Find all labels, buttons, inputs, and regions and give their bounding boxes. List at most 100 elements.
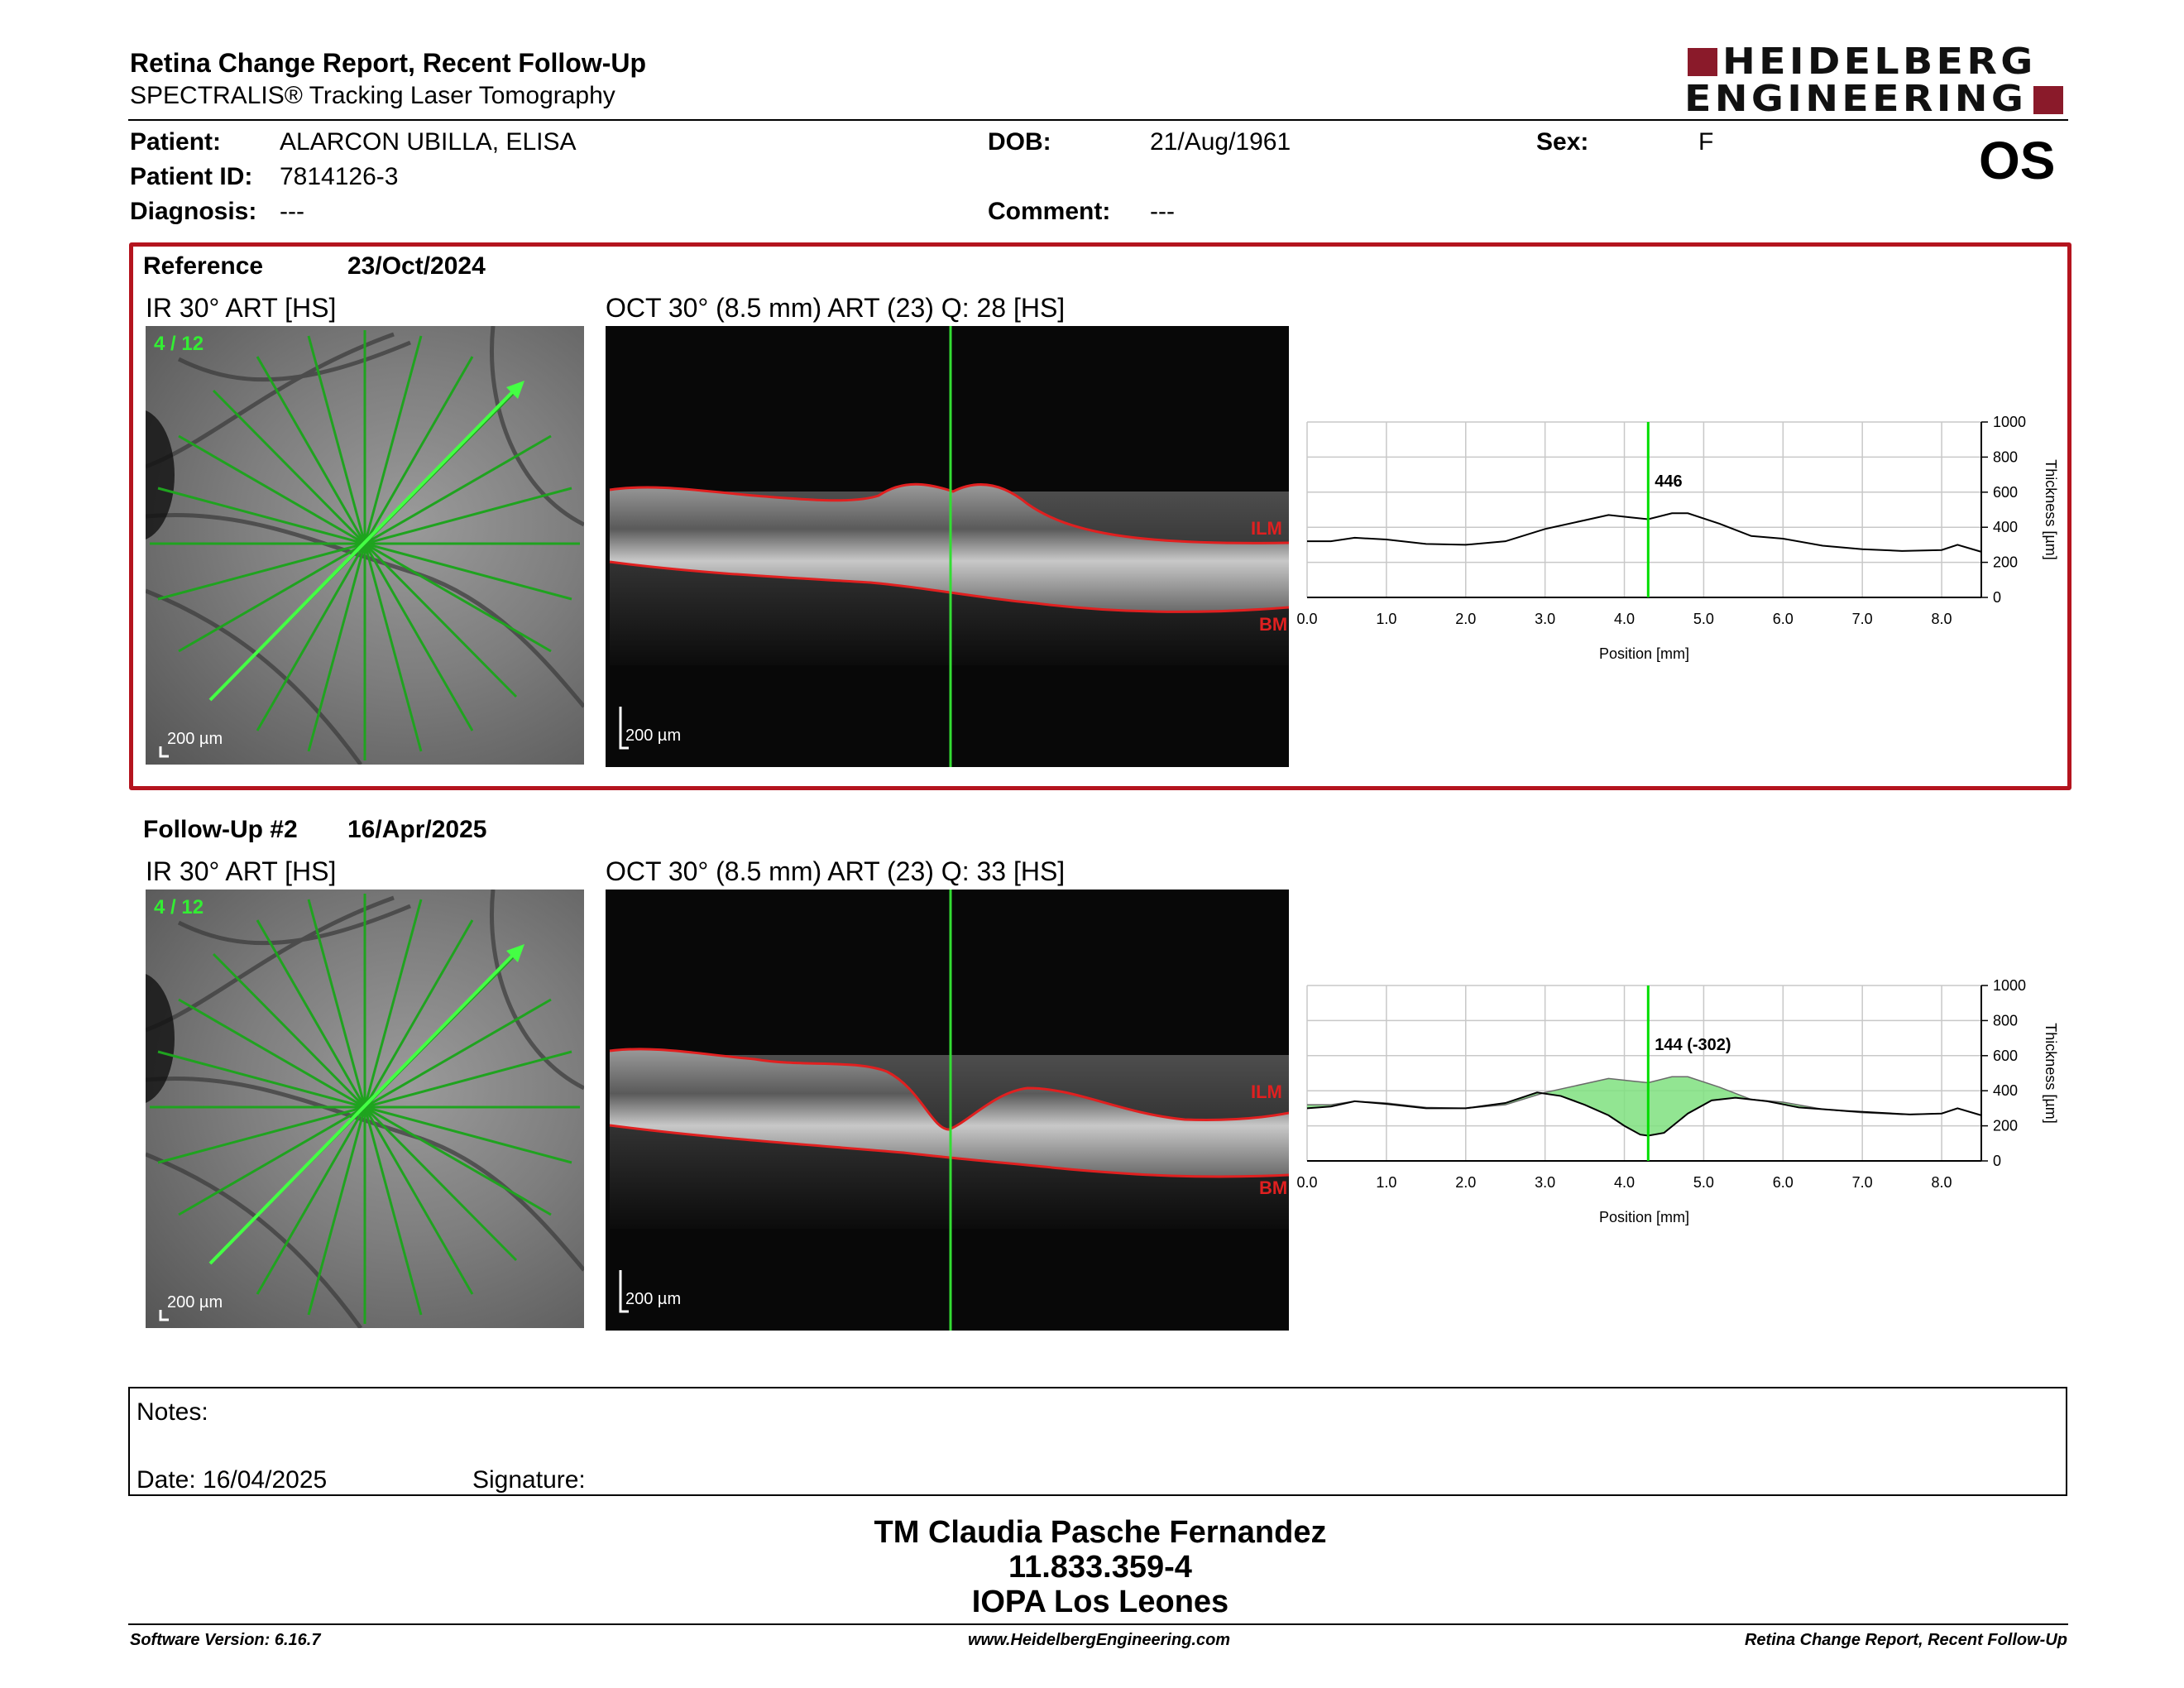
eye-label: OS — [1979, 131, 2056, 190]
y-tick-label: 600 — [1993, 484, 2018, 501]
diagnosis-value: --- — [280, 198, 304, 225]
report-subtitle: SPECTRALIS® Tracking Laser Tomography — [130, 82, 615, 109]
reference-box — [129, 242, 2071, 790]
active-scan-line — [208, 950, 518, 1265]
x-tick-label: 4.0 — [1614, 611, 1635, 627]
active-scan-line — [208, 386, 518, 702]
reference-oct-image[interactable]: ILM BM 200 µm — [606, 326, 1289, 767]
x-axis-label: Position [mm] — [1599, 645, 1689, 662]
y-tick-label: 600 — [1993, 1048, 2018, 1064]
x-tick-label: 8.0 — [1932, 1174, 1952, 1191]
signoff-place: IOPA Los Leones — [971, 1585, 1229, 1619]
ilm-label: ILM — [1251, 1081, 1282, 1102]
comment-value: --- — [1150, 198, 1175, 225]
logo-line1: HEIDELBERG — [1722, 41, 2037, 83]
followup-ir-title: IR 30° ART [HS] — [146, 856, 337, 886]
x-tick-label: 7.0 — [1852, 611, 1873, 627]
x-tick-label: 5.0 — [1693, 611, 1714, 627]
dob-label: DOB: — [988, 128, 1051, 156]
ilm-label: ILM — [1251, 518, 1282, 539]
x-tick-label: 5.0 — [1693, 1174, 1714, 1191]
scan-direction-arrow — [506, 944, 524, 962]
x-tick-label: 6.0 — [1773, 611, 1794, 627]
y-tick-label: 0 — [1993, 589, 2001, 606]
patient-id-value: 7814126-3 — [280, 163, 399, 190]
y-tick-label: 800 — [1993, 1012, 2018, 1029]
footer-divider — [128, 1623, 2068, 1625]
comment-label: Comment: — [988, 198, 1111, 225]
oct-scale-bar-label: 200 µm — [625, 1290, 682, 1308]
followup-date: 16/Apr/2025 — [347, 816, 487, 843]
thickness-change-area — [1307, 1077, 1981, 1136]
x-tick-label: 2.0 — [1455, 611, 1476, 627]
y-tick-label: 800 — [1993, 448, 2018, 465]
reference-ir-title: IR 30° ART [HS] — [146, 293, 337, 323]
signoff-name: TM Claudia Pasche Fernandez — [874, 1515, 1327, 1550]
followup-oct-title: OCT 30° (8.5 mm) ART (23) Q: 33 [HS] — [606, 856, 1066, 886]
x-tick-label: 4.0 — [1614, 1174, 1635, 1191]
y-tick-label: 200 — [1993, 1118, 2018, 1134]
logo-line2: ENGINEERING — [1684, 78, 2028, 120]
followup-thickness-line — [1306, 1091, 1982, 1137]
sex-value: F — [1698, 128, 1714, 156]
scan-index: 4 / 12 — [154, 333, 204, 355]
footer-website[interactable]: www.HeidelbergEngineering.com — [968, 1631, 1231, 1649]
footer-report-name: Retina Change Report, Recent Follow-Up — [1744, 1631, 2067, 1649]
followup-ir-image[interactable]: 4 / 12 200 µm — [146, 890, 584, 1328]
reference-label: Reference — [143, 252, 264, 280]
reference-ir-image[interactable]: 4 / 12 200 µm — [146, 326, 584, 765]
notes-date: Date: 16/04/2025 — [136, 1466, 328, 1494]
bm-label: BM — [1259, 614, 1288, 635]
x-tick-label: 8.0 — [1932, 611, 1952, 627]
reference-oct-title: OCT 30° (8.5 mm) ART (23) Q: 28 [HS] — [606, 293, 1066, 323]
bm-label: BM — [1259, 1177, 1288, 1198]
x-tick-label: 7.0 — [1852, 1174, 1873, 1191]
x-tick-label: 1.0 — [1376, 611, 1396, 627]
x-axis-label: Position [mm] — [1599, 1209, 1689, 1225]
y-tick-label: 400 — [1993, 519, 2018, 535]
ir-scale-bar-label: 200 µm — [167, 730, 223, 748]
reference-thickness-chart: 0.0 1.0 2.0 3.0 4.0 5.0 6.0 7.0 8.0 0 200 400 600 800… — [1291, 414, 2085, 679]
thickness-line — [1307, 512, 1982, 553]
diagnosis-label: Diagnosis: — [130, 198, 257, 225]
dob-value: 21/Aug/1961 — [1150, 128, 1291, 156]
header-divider — [128, 119, 2068, 121]
patient-id-label: Patient ID: — [130, 163, 253, 190]
notes-box[interactable]: Notes: Date: 16/04/2025 Signature: — [128, 1387, 2067, 1496]
oct-scale-bar-label: 200 µm — [625, 727, 682, 745]
marker-value-label: 144 (-302) — [1655, 1036, 1731, 1054]
x-tick-label: 6.0 — [1773, 1174, 1794, 1191]
y-tick-label: 400 — [1993, 1082, 2018, 1099]
signoff-id: 11.833.359-4 — [1008, 1550, 1192, 1585]
notes-label: Notes: — [136, 1398, 208, 1426]
followup-thickness-chart: 0.0 1.0 2.0 3.0 4.0 5.0 6.0 7.0 8.0 0 200 400 600 800… — [1291, 977, 2085, 1242]
patient-label: Patient: — [130, 128, 222, 156]
x-tick-label: 3.0 — [1535, 1174, 1555, 1191]
x-tick-label: 3.0 — [1535, 611, 1555, 627]
scan-direction-arrow — [506, 381, 524, 399]
followup-label: Follow-Up #2 — [143, 816, 298, 843]
report-title: Retina Change Report, Recent Follow-Up — [130, 48, 647, 78]
marker-value-label: 446 — [1655, 472, 1682, 491]
ir-scale-bar-label: 200 µm — [167, 1293, 223, 1312]
y-tick-label: 1000 — [1993, 414, 2026, 430]
followup-oct-image[interactable]: ILM BM 200 µm — [606, 890, 1289, 1331]
footer-software-version: Software Version: 6.16.7 — [130, 1631, 321, 1649]
bm-line — [609, 560, 1289, 613]
y-tick-label: 1000 — [1993, 977, 2026, 994]
sex-label: Sex: — [1536, 128, 1589, 156]
x-tick-label: 1.0 — [1376, 1174, 1396, 1191]
x-tick-label: 0.0 — [1296, 611, 1317, 627]
signature-label: Signature: — [472, 1466, 586, 1494]
y-axis-label: Thickness [µm] — [2043, 459, 2059, 559]
patient-value: ALARCON UBILLA, ELISA — [280, 128, 577, 156]
y-tick-label: 200 — [1993, 554, 2018, 571]
y-tick-label: 0 — [1993, 1153, 2001, 1169]
x-tick-label: 2.0 — [1455, 1174, 1476, 1191]
x-tick-label: 0.0 — [1296, 1174, 1317, 1191]
scan-index: 4 / 12 — [154, 896, 204, 918]
ilm-line — [609, 1048, 1289, 1131]
ilm-line — [609, 482, 1289, 544]
y-axis-label: Thickness [µm] — [2043, 1023, 2059, 1123]
bm-line — [609, 1124, 1289, 1178]
